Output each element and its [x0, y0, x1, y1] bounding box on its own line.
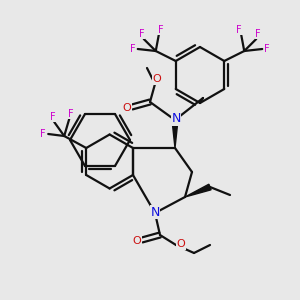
Polygon shape — [185, 184, 211, 197]
Text: O: O — [123, 103, 131, 113]
Text: F: F — [40, 129, 46, 139]
Text: N: N — [150, 206, 160, 218]
Text: F: F — [139, 29, 145, 39]
Text: F: F — [158, 25, 164, 35]
Text: O: O — [177, 239, 185, 249]
Text: F: F — [130, 44, 136, 54]
Text: F: F — [264, 44, 270, 54]
Text: N: N — [171, 112, 181, 125]
Text: F: F — [255, 29, 261, 39]
Text: F: F — [50, 112, 56, 122]
Text: O: O — [133, 236, 141, 246]
Polygon shape — [172, 120, 178, 148]
Text: O: O — [153, 74, 161, 84]
Text: F: F — [236, 25, 242, 35]
Text: F: F — [68, 109, 74, 119]
